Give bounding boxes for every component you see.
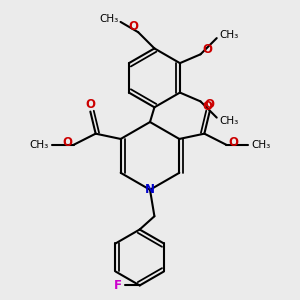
Text: O: O	[129, 20, 139, 33]
Text: CH₃: CH₃	[99, 14, 119, 24]
Text: F: F	[114, 279, 122, 292]
Text: O: O	[62, 136, 72, 149]
Text: O: O	[202, 43, 212, 56]
Text: CH₃: CH₃	[29, 140, 49, 150]
Text: O: O	[202, 100, 212, 113]
Text: O: O	[85, 98, 95, 111]
Text: N: N	[145, 183, 155, 196]
Text: O: O	[228, 136, 238, 149]
Text: O: O	[205, 98, 215, 111]
Text: CH₃: CH₃	[251, 140, 271, 150]
Text: CH₃: CH₃	[220, 116, 239, 126]
Text: CH₃: CH₃	[220, 30, 239, 40]
